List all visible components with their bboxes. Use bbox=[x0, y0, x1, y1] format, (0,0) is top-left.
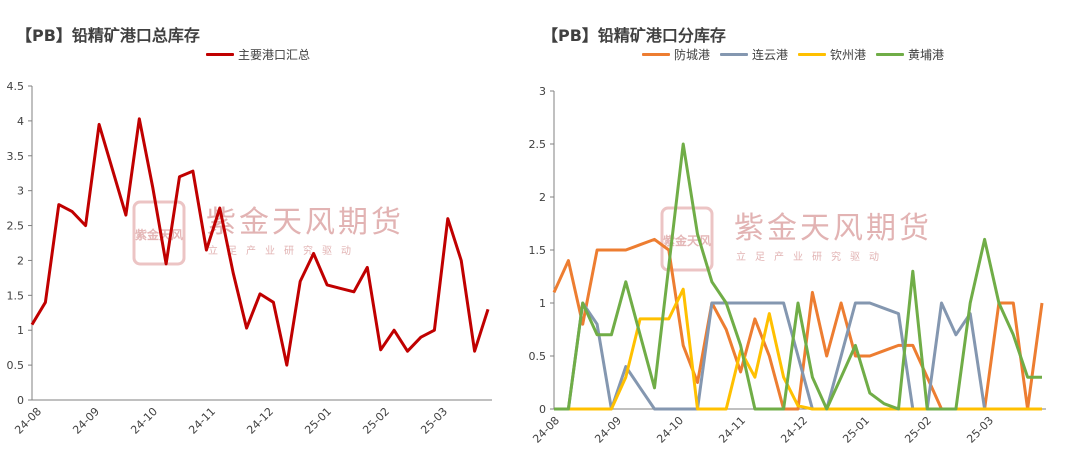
port-inventory-chart: 【PB】铅精矿港口分库存 防城港 连云港 钦州港 黄埔港 紫金天风 紫金天风期货立… bbox=[529, 0, 1080, 475]
x-tick-label: 24-08 bbox=[12, 405, 44, 437]
legend-label: 主要港口汇总 bbox=[238, 48, 311, 62]
series-line bbox=[554, 301, 1042, 411]
series-line bbox=[554, 142, 1042, 411]
legend-swatch bbox=[642, 53, 670, 56]
legend-swatch bbox=[206, 53, 234, 56]
x-tick-label: 24-12 bbox=[244, 405, 276, 437]
chart-plot-area: 紫金天风 紫金天风期货立足产业研究驱动00.511.522.533.544.524… bbox=[7, 80, 492, 437]
x-tick-label: 25-02 bbox=[360, 405, 392, 437]
watermark-seal bbox=[132, 200, 186, 266]
watermark-subtitle: 立足产业研究驱动 bbox=[736, 250, 888, 263]
y-tick-label: 2.5 bbox=[529, 138, 547, 151]
y-tick-label: 4 bbox=[17, 115, 24, 128]
y-tick-label: 1.5 bbox=[7, 289, 25, 302]
y-tick-label: 0.5 bbox=[529, 350, 547, 363]
x-tick-label: 24-12 bbox=[778, 414, 810, 446]
legend-swatch bbox=[720, 53, 749, 56]
y-tick-label: 4.5 bbox=[7, 80, 25, 93]
legend-item: 防城港 bbox=[642, 46, 710, 63]
chart-title: 【PB】铅精矿港口分库存 bbox=[542, 26, 726, 45]
x-tick-label: 24-09 bbox=[592, 414, 624, 446]
y-tick-label: 2 bbox=[17, 254, 24, 267]
x-tick-label: 24-10 bbox=[654, 414, 686, 446]
legend-label: 防城港 bbox=[674, 48, 711, 62]
legend-swatch bbox=[798, 53, 827, 56]
legend-swatch bbox=[876, 53, 905, 56]
y-tick-label: 3.5 bbox=[7, 150, 25, 163]
y-tick-label: 1.5 bbox=[529, 244, 547, 257]
total-inventory-chart: 【PB】铅精矿港口总库存 主要港口汇总 紫金天风 紫金天风期货 立足产业研究驱动 0 0… bbox=[7, 26, 492, 437]
legend-item: 连云港 bbox=[720, 46, 788, 63]
series-line bbox=[30, 117, 490, 367]
chart-legend: 主要港口汇总 bbox=[206, 46, 310, 63]
y-tick-label: 1 bbox=[539, 297, 546, 310]
x-tick-label: 24-11 bbox=[716, 414, 748, 446]
y-tick-label: 0.5 bbox=[7, 359, 25, 372]
legend-label: 钦州港 bbox=[830, 48, 867, 62]
legend-label: 黄埔港 bbox=[908, 48, 945, 62]
x-tick-label: 25-03 bbox=[964, 414, 996, 446]
chart-legend: 防城港 连云港 钦州港 黄埔港 bbox=[642, 46, 944, 63]
y-tick-label: 1 bbox=[17, 324, 24, 337]
y-tick-label: 0 bbox=[539, 403, 546, 416]
watermark-title: 紫金天风期货 bbox=[206, 205, 404, 240]
y-tick-label: 2.5 bbox=[7, 220, 25, 233]
y-tick-label: 3 bbox=[17, 185, 24, 198]
legend-label: 连云港 bbox=[752, 48, 789, 62]
x-tick-label: 25-03 bbox=[418, 405, 450, 437]
legend-item: 钦州港 bbox=[798, 46, 866, 63]
legend-item: 主要港口汇总 bbox=[206, 46, 310, 63]
y-tick-label: 0 bbox=[17, 394, 24, 407]
chart-title: 【PB】铅精矿港口总库存 bbox=[16, 26, 200, 45]
y-tick-label: 2 bbox=[539, 191, 546, 204]
x-tick-label: 24-11 bbox=[186, 405, 218, 437]
y-tick-label: 3 bbox=[539, 85, 546, 98]
x-tick-label: 24-09 bbox=[70, 405, 102, 437]
watermark-seal bbox=[660, 206, 714, 272]
legend-item: 黄埔港 bbox=[876, 46, 944, 63]
x-tick-label: 25-01 bbox=[302, 405, 334, 437]
watermark-title: 紫金天风期货 bbox=[734, 211, 932, 246]
x-tick-label: 24-10 bbox=[128, 405, 160, 437]
x-tick-label: 25-02 bbox=[902, 414, 934, 446]
x-tick-label: 25-01 bbox=[840, 414, 872, 446]
series-line bbox=[554, 287, 1042, 411]
